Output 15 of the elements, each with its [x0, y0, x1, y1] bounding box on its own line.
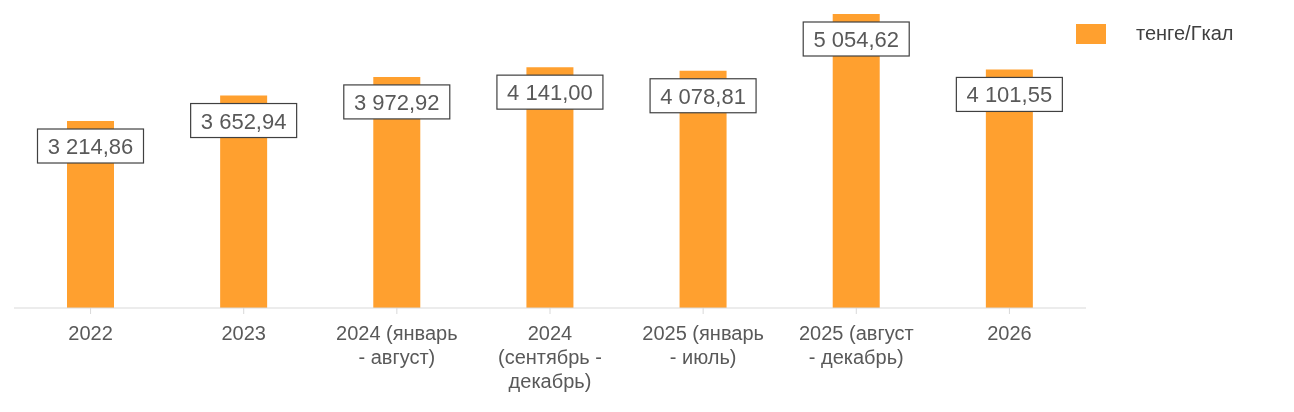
x-tick-label: 2024 (сентябрь - декабрь): [497, 322, 603, 392]
data-label: 3 972,92: [353, 89, 440, 115]
x-tick-label: 2024 (январь - август): [336, 322, 458, 368]
x-tick-label: 2023: [221, 322, 266, 344]
data-label: 4 078,81: [660, 83, 746, 109]
data-label: 3 652,94: [200, 108, 287, 134]
data-label: 4 141,00: [507, 80, 593, 106]
data-label: 5 054,62: [813, 27, 900, 52]
legend-label: тенге/Гкал: [1135, 22, 1235, 45]
x-tick-label: 2025 (январь - июль): [642, 322, 764, 368]
x-tick-label: 2025 (август - декабрь): [798, 322, 914, 368]
x-tick-label: 2026: [987, 322, 1032, 344]
data-label: 3 214,86: [47, 134, 134, 160]
data-label: 4 101,55: [966, 82, 1053, 108]
x-tick-label: 2022: [68, 322, 113, 344]
